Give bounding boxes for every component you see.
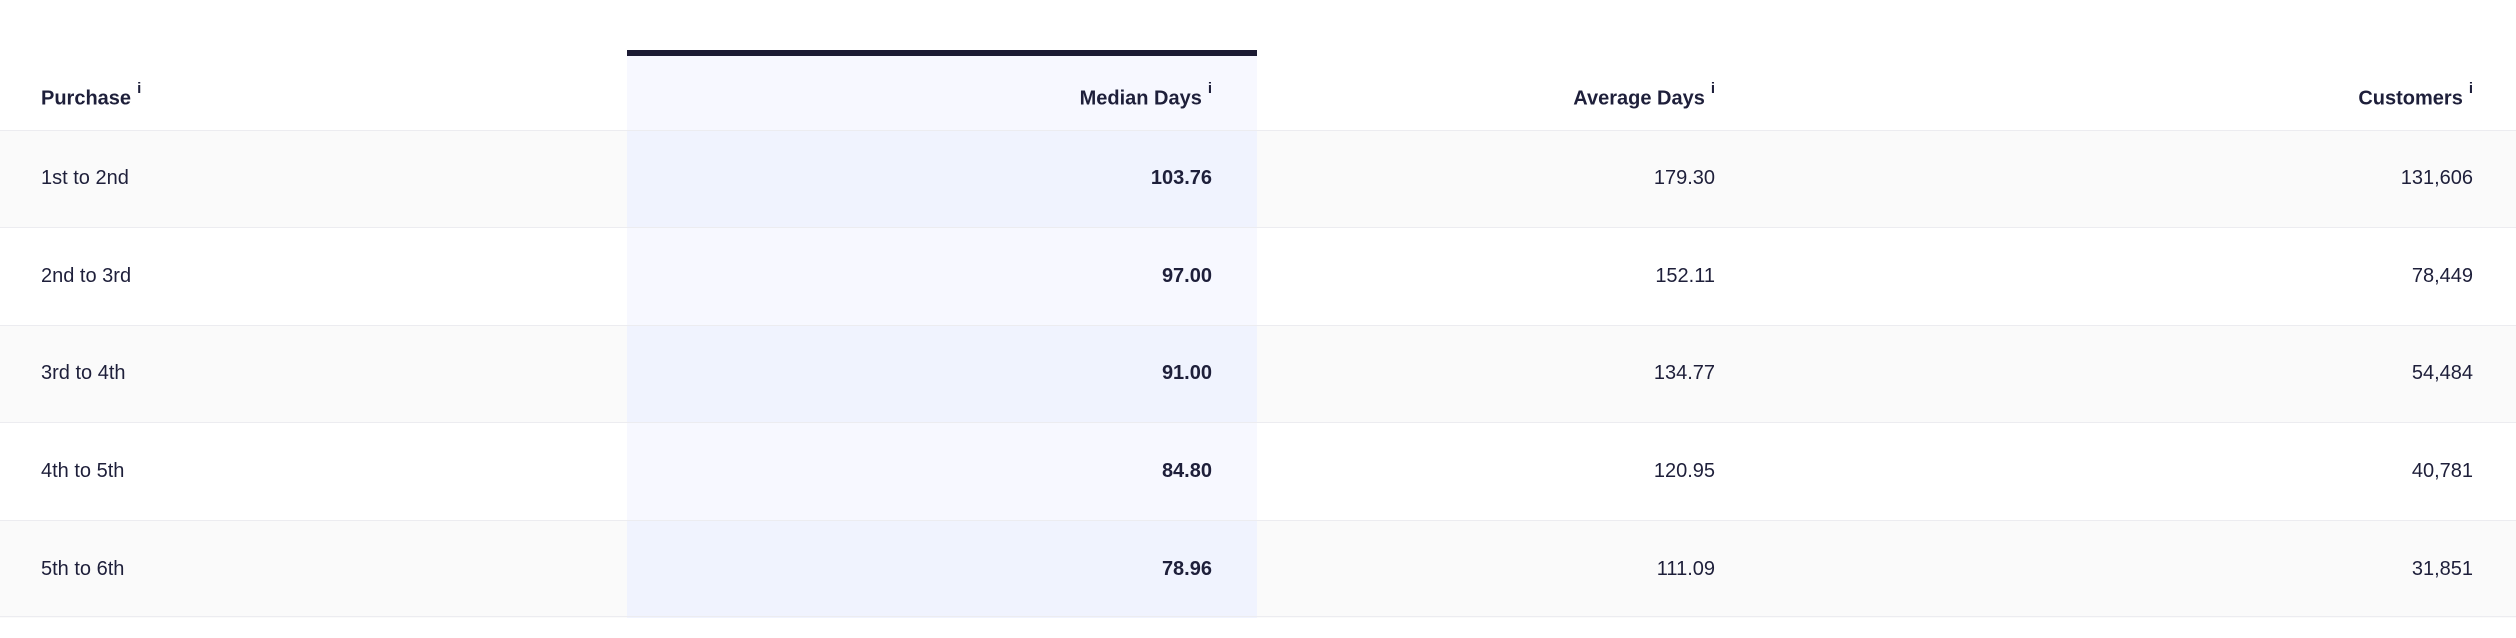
repeat-purchase-table: Purchase i Median Days i Average Days i Cus… [0, 50, 2516, 618]
info-icon[interactable]: i [137, 80, 142, 98]
table-bottom-divider [0, 616, 2516, 617]
cell-customers: 31,851 [1887, 520, 2516, 618]
cell-purchase: 4th to 5th [41, 459, 125, 482]
header-average-days[interactable]: Average Days i [1257, 50, 1887, 130]
cell-customers: 131,606 [1887, 130, 2516, 228]
info-icon[interactable]: i [1207, 80, 1212, 98]
header-purchase[interactable]: Purchase i [0, 50, 627, 130]
cell-purchase: 3rd to 4th [0, 325, 627, 423]
cell-purchase: 2nd to 3rd [41, 264, 132, 287]
cell-average-days: 120.95 [1653, 459, 1715, 482]
table-header-row: Purchase i Median Days i Average Days i Cus… [0, 50, 2516, 130]
cell-customers: 78,449 [2411, 264, 2473, 287]
cell-median-days: 91.00 [627, 325, 1257, 423]
cell-median-days: 103.76 [627, 130, 1257, 228]
header-average-days-label: Average Days [1573, 88, 1705, 111]
cell-median-days: 78.96 [627, 520, 1257, 618]
cell-purchase: 1st to 2nd [0, 130, 627, 228]
header-median-days[interactable]: Median Days i [627, 50, 1257, 130]
header-purchase-label: Purchase [41, 88, 132, 111]
header-customers-label: Customers [2358, 88, 2463, 111]
cell-average-days: 179.30 [1257, 130, 1887, 228]
cell-average-days: 134.77 [1257, 325, 1887, 423]
table-row: 4th to 5th 84.80 120.95 40,781 [0, 422, 2516, 520]
cell-customers: 54,484 [1887, 325, 2516, 423]
info-icon[interactable]: i [2468, 80, 2473, 98]
table-row: 1st to 2nd 103.76 179.30 131,606 [0, 130, 2516, 228]
cell-median-days: 97.00 [627, 227, 1257, 325]
info-icon[interactable]: i [1710, 80, 1715, 98]
cell-average-days: 152.11 [1655, 264, 1715, 287]
header-customers[interactable]: Customers i [1887, 50, 2516, 130]
table-row: 5th to 6th 78.96 111.09 31,851 [0, 520, 2516, 618]
table-row: 3rd to 4th 91.00 134.77 54,484 [0, 325, 2516, 423]
cell-purchase: 5th to 6th [0, 520, 627, 618]
header-median-days-label: Median Days [1079, 88, 1202, 111]
cell-customers: 40,781 [2411, 459, 2473, 482]
table-row: 2nd to 3rd 97.00 152.11 78,449 [0, 227, 2516, 325]
cell-average-days: 111.09 [1257, 520, 1887, 618]
cell-median-days: 84.80 [627, 422, 1257, 520]
